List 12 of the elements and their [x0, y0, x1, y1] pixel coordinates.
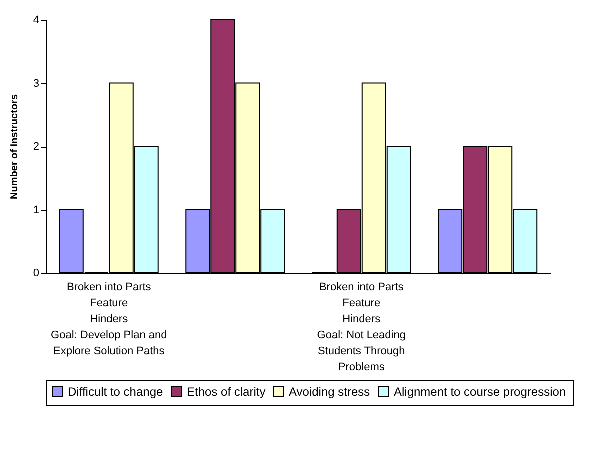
- legend-label: Difficult to change: [68, 385, 164, 399]
- y-axis-title: Number of Instructors: [9, 94, 20, 200]
- x-tick-label: Broken into Parts Feature Hinders Goal: Develop Plan and Explore Solution Paths: [51, 282, 168, 358]
- y-tick-label: 3: [33, 78, 40, 90]
- x-tick-label: Broken into Parts Feature Hinders Goal: Not Leading Students Through Problems: [317, 282, 406, 374]
- legend-label: Ethos of clarity: [187, 385, 266, 399]
- y-tick-label: 0: [33, 268, 40, 280]
- legend-label: Avoiding stress: [289, 385, 370, 399]
- legend-label: Alignment to course progression: [394, 385, 566, 399]
- y-tick-label: 2: [33, 141, 40, 153]
- y-tick-label: 1: [33, 204, 40, 216]
- y-tick-label: 4: [33, 14, 40, 26]
